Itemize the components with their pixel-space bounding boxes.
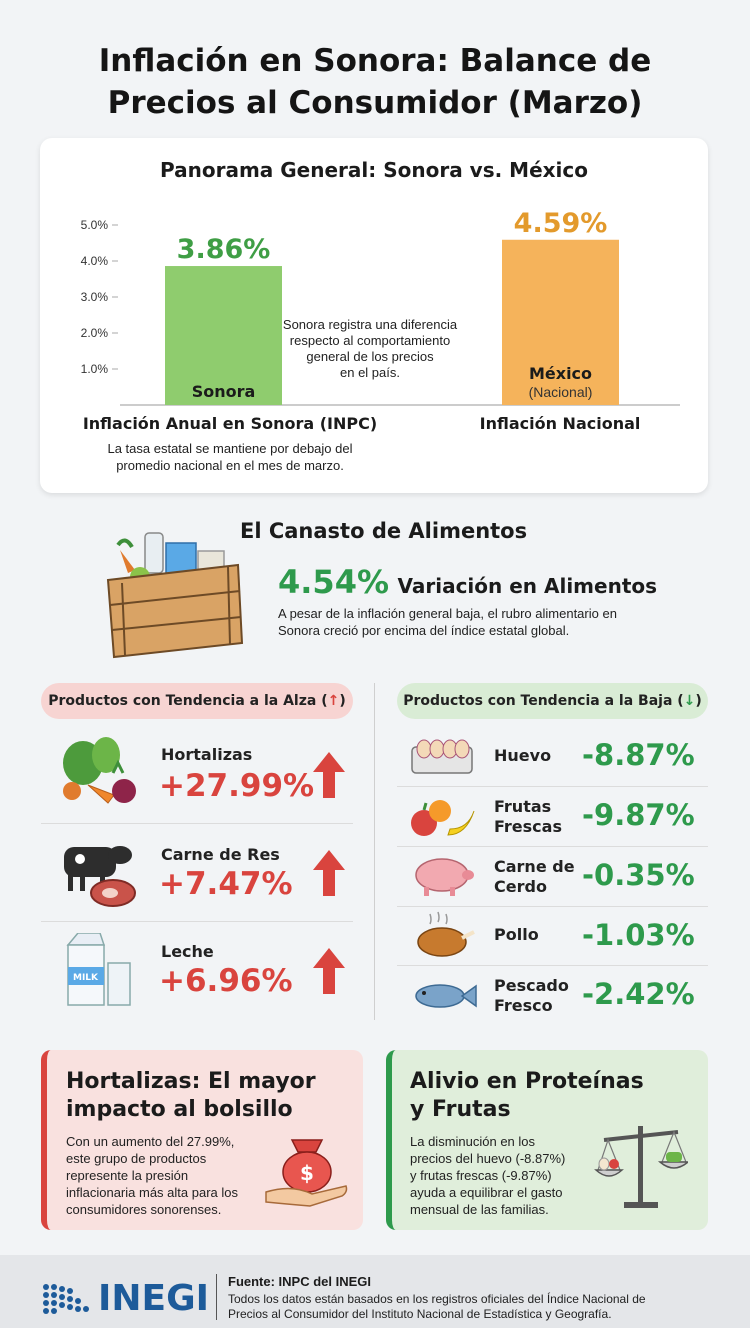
down-header-pill: Productos con Tendencia a la Baja (↓) xyxy=(397,683,708,719)
food-variation: 4.54% Variación en Alimentos xyxy=(278,563,657,601)
inegi-logo: INEGI xyxy=(98,1278,210,1319)
y-tick-label: 4.0% xyxy=(81,254,109,268)
divider xyxy=(41,823,353,824)
down-item-value: -1.03% xyxy=(582,918,695,952)
y-tick-label: 2.0% xyxy=(81,326,109,340)
proteins-relief-card xyxy=(386,1050,708,1230)
milk-icon: MILK xyxy=(66,933,131,1006)
y-tick-label: 5.0% xyxy=(81,218,109,232)
bar xyxy=(502,239,619,405)
category-sublabel: (Nacional) xyxy=(529,384,593,400)
up-trend-arrow-icon xyxy=(313,752,345,798)
title-line-2: Precios al Consumidor (Marzo) xyxy=(107,85,643,121)
footer-text: Todos los datos están basados en los reg… xyxy=(228,1292,646,1321)
divider xyxy=(397,965,708,966)
divider xyxy=(397,846,708,847)
category-label: Sonora xyxy=(192,382,256,401)
eggs-icon xyxy=(411,739,473,774)
down-item-value: -9.87% xyxy=(582,798,695,832)
bar-value-label: 4.59% xyxy=(514,208,608,239)
bar-value-label: 3.86% xyxy=(177,234,271,265)
balance-scale-icon xyxy=(594,1126,688,1208)
divider xyxy=(397,786,708,787)
food-label: Variación en Alimentos xyxy=(397,574,658,598)
fruits-icon xyxy=(411,800,475,836)
chart-title: Panorama General: Sonora vs. México xyxy=(160,158,588,182)
fish-icon xyxy=(415,984,477,1008)
up-trend-arrow-icon xyxy=(313,850,345,896)
coin-symbol: $ xyxy=(300,1161,314,1185)
footer-source: Fuente: INPC del INEGI xyxy=(228,1274,372,1289)
left-caption: Inflación Anual en Sonora (INPC) xyxy=(82,414,378,433)
divider xyxy=(41,921,353,922)
up-header-pill: Productos con Tendencia a la Alza (↑) xyxy=(41,683,353,719)
food-note: A pesar de la inflación general baja, el… xyxy=(278,606,617,638)
up-item-name: Hortalizas xyxy=(161,745,253,764)
up-trend-arrow-icon xyxy=(313,948,345,994)
green-card-text: La disminución en los precios del huevo … xyxy=(410,1134,566,1217)
vegetables-icon xyxy=(63,737,136,804)
cow-icon xyxy=(64,846,136,907)
pig-icon xyxy=(415,858,474,896)
title-line-1: Inflación en Sonora: Balance de xyxy=(98,43,652,79)
money-bag-hand-icon: $ xyxy=(265,1139,348,1207)
down-item-value: -2.42% xyxy=(582,977,695,1011)
food-title: El Canasto de Alimentos xyxy=(240,519,528,543)
footer-separator xyxy=(216,1274,217,1320)
down-item-value: -0.35% xyxy=(582,858,695,892)
y-tick-label: 1.0% xyxy=(81,362,109,376)
left-note: La tasa estatal se mantiene por debajo d… xyxy=(107,441,353,473)
down-arrow-icon: ↓ xyxy=(683,693,696,709)
down-item-name: Pescado Fresco xyxy=(494,976,569,1015)
down-item-name: Carne de Cerdo xyxy=(494,857,575,896)
down-item-value: -8.87% xyxy=(582,738,695,772)
food-value: 4.54% xyxy=(278,563,390,601)
green-card-title: Alivio en Proteínas y Frutas xyxy=(410,1069,644,1122)
up-item-value: +6.96% xyxy=(159,963,293,999)
column-divider xyxy=(374,683,375,1020)
right-caption: Inflación Nacional xyxy=(479,414,641,433)
up-item-name: Leche xyxy=(161,942,214,961)
bar xyxy=(165,266,282,405)
svg-text:MILK: MILK xyxy=(73,973,99,983)
red-card-text: Con un aumento del 27.99%, este grupo de… xyxy=(66,1134,238,1217)
footer xyxy=(0,1255,750,1328)
chicken-icon xyxy=(417,911,475,957)
category-label: México xyxy=(529,364,592,383)
up-item-value: +27.99% xyxy=(159,768,315,804)
page-title: Inflación en Sonora: Balance de Precios … xyxy=(0,40,750,124)
down-item-name: Frutas Frescas xyxy=(494,797,562,836)
down-item-name: Pollo xyxy=(494,925,539,944)
up-arrow-icon: ↑ xyxy=(327,693,340,709)
y-tick-label: 3.0% xyxy=(81,290,109,304)
red-card-title: Hortalizas: El mayor impacto al bolsillo xyxy=(66,1069,316,1122)
up-item-value: +7.47% xyxy=(159,866,293,902)
center-note: Sonora registra una diferencia respecto … xyxy=(282,317,458,380)
inflation-bar-chart: 1.0% 2.0% 3.0% 4.0% 5.0% 3.86% 4.59% Sonora Méxi… xyxy=(81,208,680,406)
food-crate-icon xyxy=(106,532,244,659)
up-item-name: Carne de Res xyxy=(161,845,280,864)
down-item-name: Huevo xyxy=(494,746,552,765)
inegi-logo-dots-icon xyxy=(43,1284,89,1314)
divider xyxy=(397,906,708,907)
